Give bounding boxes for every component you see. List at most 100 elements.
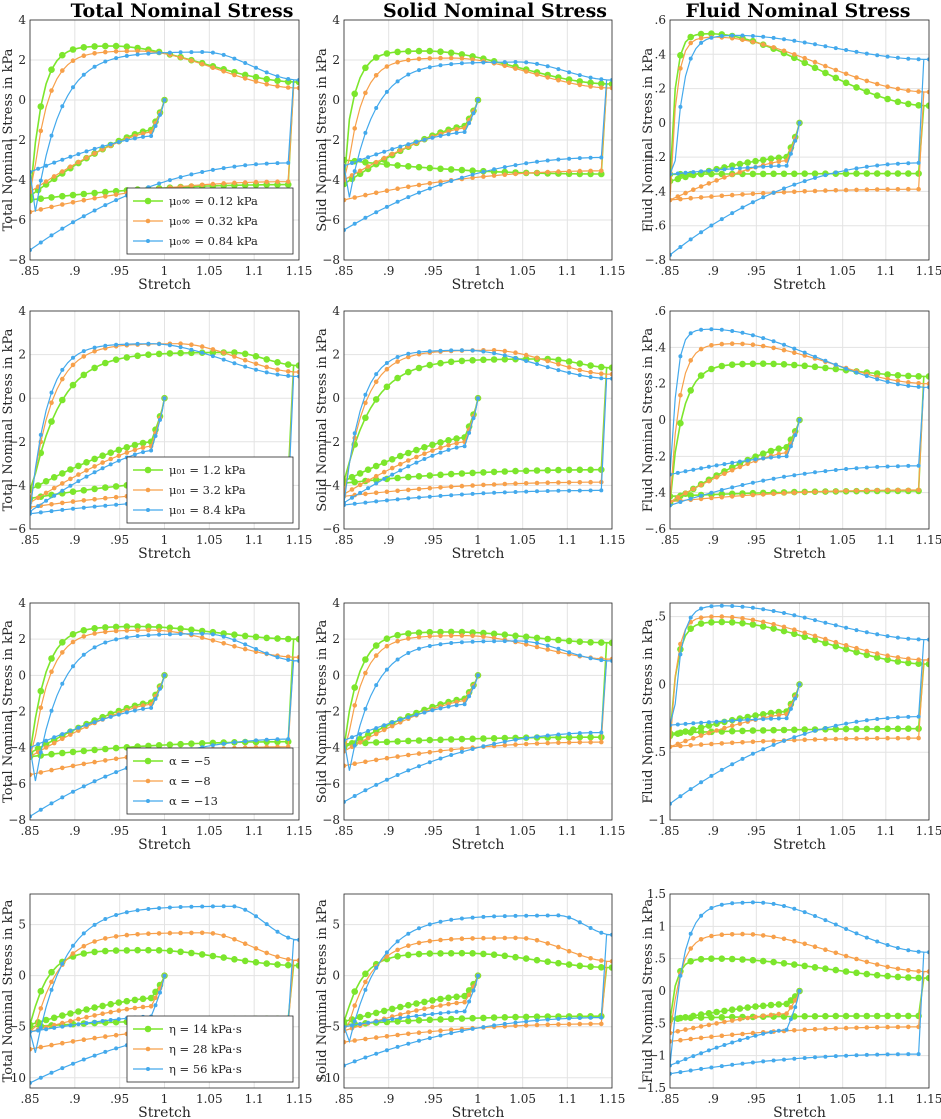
data-point — [797, 120, 802, 125]
data-point — [792, 613, 797, 618]
data-point — [759, 170, 767, 178]
data-point — [769, 1030, 773, 1035]
data-point — [875, 939, 880, 944]
data-point — [60, 367, 65, 372]
data-point — [545, 647, 550, 652]
data-point — [81, 634, 87, 639]
data-point — [502, 639, 507, 644]
data-point — [599, 1021, 604, 1027]
data-point — [158, 417, 162, 422]
data-point — [822, 69, 829, 77]
data-point — [188, 349, 195, 357]
data-point — [189, 50, 194, 55]
data-point — [416, 56, 422, 62]
data-point — [384, 366, 390, 372]
data-point — [103, 774, 108, 779]
data-point — [189, 183, 194, 188]
y-tick-label: .4 — [655, 47, 667, 61]
data-point — [670, 744, 673, 750]
data-point — [459, 61, 464, 66]
data-point — [30, 1046, 33, 1052]
data-point — [555, 356, 562, 364]
data-point — [221, 52, 226, 57]
data-point — [730, 762, 735, 767]
data-point — [577, 653, 582, 658]
data-point — [523, 352, 529, 358]
data-point — [50, 474, 58, 481]
data-point — [729, 1032, 735, 1038]
data-point — [188, 949, 195, 957]
data-point — [675, 495, 681, 500]
data-point — [395, 355, 400, 359]
data-point — [52, 1025, 57, 1030]
data-point — [210, 65, 216, 70]
data-point — [344, 156, 348, 164]
data-point — [771, 190, 776, 195]
data-point — [610, 658, 612, 663]
data-point — [599, 658, 604, 663]
data-point — [802, 630, 807, 636]
data-point — [36, 166, 41, 171]
data-point — [577, 367, 583, 373]
data-point — [264, 651, 269, 656]
data-point — [395, 79, 400, 84]
data-point — [454, 699, 459, 705]
data-point — [406, 57, 411, 63]
data-point — [132, 136, 137, 141]
data-point — [70, 951, 76, 956]
data-point — [761, 336, 766, 341]
data-point — [108, 456, 113, 462]
data-point — [709, 1065, 714, 1070]
data-point — [608, 639, 612, 647]
legend-marker — [145, 218, 151, 224]
data-point — [447, 950, 455, 957]
data-point — [894, 658, 902, 665]
x-tick-label: 1.15 — [916, 824, 941, 838]
data-point — [437, 950, 444, 957]
data-point — [167, 632, 172, 637]
data-point — [678, 641, 683, 647]
data-point — [398, 1016, 403, 1020]
data-point — [30, 189, 33, 195]
data-point — [587, 362, 594, 369]
data-point — [438, 1011, 443, 1016]
y-tick-label: −10 — [1, 1071, 26, 1085]
data-point — [155, 350, 163, 358]
data-point — [243, 61, 248, 65]
data-point — [155, 947, 163, 954]
data-point — [49, 1042, 54, 1048]
data-point — [153, 696, 158, 701]
data-point — [417, 1038, 421, 1043]
data-point — [189, 930, 194, 936]
data-point — [812, 1027, 818, 1032]
data-point — [925, 373, 929, 380]
data-point — [752, 157, 759, 165]
data-point — [145, 946, 152, 954]
data-point — [729, 467, 735, 473]
data-point — [823, 173, 828, 178]
data-point — [761, 1031, 766, 1036]
data-point — [285, 179, 291, 184]
data-point — [556, 646, 561, 651]
data-point — [728, 1013, 736, 1021]
data-point — [802, 1027, 807, 1033]
data-point — [691, 187, 696, 192]
data-point — [350, 161, 354, 165]
data-point — [522, 467, 530, 475]
data-point — [750, 333, 755, 338]
data-point — [76, 728, 81, 733]
y-tick-label: 4 — [18, 13, 26, 27]
data-point — [761, 717, 766, 722]
data-point — [438, 748, 443, 754]
data-point — [102, 484, 109, 491]
data-point — [405, 1017, 412, 1025]
data-point — [688, 743, 693, 748]
data-point — [895, 487, 901, 493]
data-point — [698, 184, 704, 189]
data-point — [243, 642, 248, 647]
data-point — [545, 158, 550, 163]
data-point — [854, 736, 859, 741]
data-point — [30, 814, 32, 819]
data-point — [832, 1012, 840, 1020]
data-point — [491, 348, 497, 353]
